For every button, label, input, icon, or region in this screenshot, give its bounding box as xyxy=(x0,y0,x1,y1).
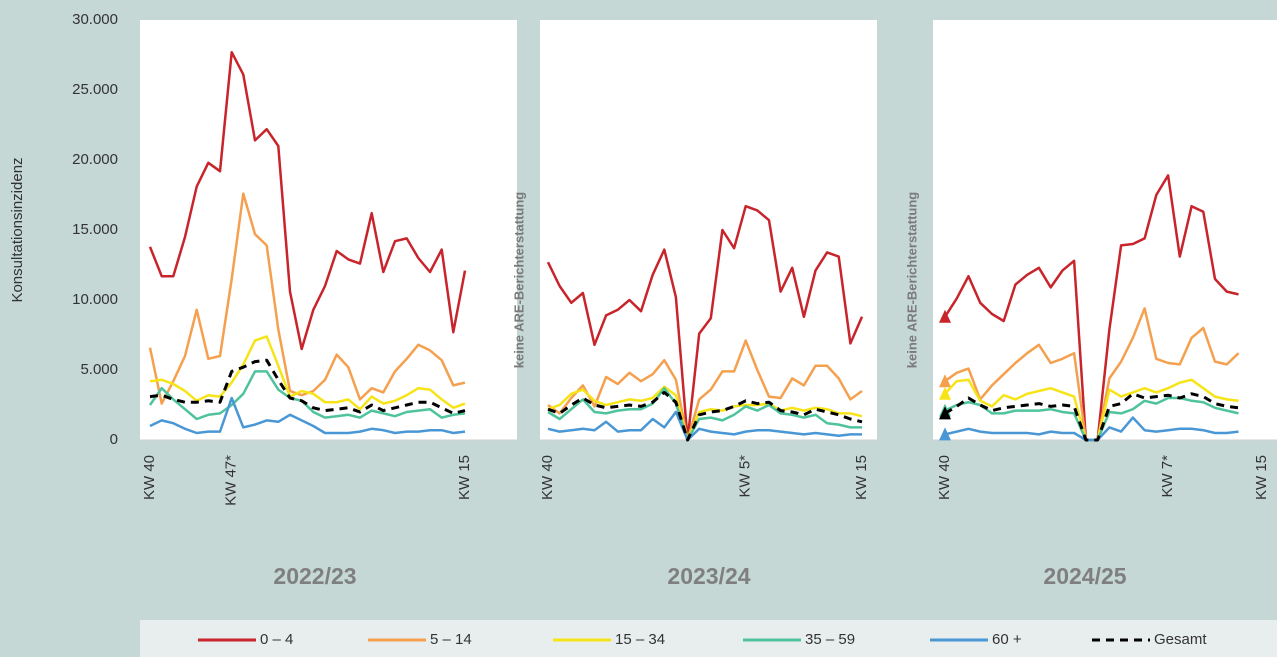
plot-area xyxy=(140,20,517,440)
line-series xyxy=(547,390,863,442)
x-tick-label: KW 15 xyxy=(853,455,870,500)
annotation: keine ARE-Berichterstattung xyxy=(904,192,919,369)
y-tick-label: 25.000 xyxy=(72,81,118,98)
annotation: keine ARE-Berichterstattung xyxy=(511,192,526,369)
x-tick-label: KW 15 xyxy=(1253,455,1270,500)
panel-title: 2022/23 xyxy=(273,563,356,589)
y-tick-label: 20.000 xyxy=(72,151,118,168)
start-marker xyxy=(939,309,951,323)
panel-title: 2024/25 xyxy=(1043,563,1126,589)
start-marker xyxy=(939,374,951,388)
legend-label: 15 – 34 xyxy=(615,631,665,648)
line-series xyxy=(944,416,1239,442)
line-series xyxy=(148,370,466,421)
line-series xyxy=(149,358,466,415)
legend-box xyxy=(140,620,1277,657)
line-series xyxy=(547,410,862,442)
y-tick-label: 0 xyxy=(110,431,118,448)
x-tick-label: KW 47* xyxy=(223,455,240,506)
line-series xyxy=(547,339,863,442)
legend-label: 60 + xyxy=(992,631,1022,648)
plot-area xyxy=(540,20,877,440)
start-marker xyxy=(939,427,951,441)
legend-label: 0 – 4 xyxy=(260,631,293,648)
x-tick-label: KW 15 xyxy=(456,455,473,500)
line-series xyxy=(944,392,1239,442)
x-tick-label: KW 40 xyxy=(539,455,556,500)
start-marker xyxy=(939,386,951,400)
y-tick-label: 10.000 xyxy=(72,291,118,308)
start-marker xyxy=(939,406,951,420)
x-tick-label: KW 7* xyxy=(1159,455,1176,498)
y-tick-label: 30.000 xyxy=(72,11,118,28)
legend-label: 35 – 59 xyxy=(805,631,855,648)
line-series xyxy=(546,204,864,442)
line-series xyxy=(149,396,466,435)
y-tick-label: 15.000 xyxy=(72,221,118,238)
x-tick-label: KW 5* xyxy=(737,455,754,498)
line-series xyxy=(148,50,467,351)
x-tick-label: KW 40 xyxy=(141,455,158,500)
legend-label: Gesamt xyxy=(1154,631,1207,648)
panel-title: 2023/24 xyxy=(667,563,750,589)
legend-label: 5 – 14 xyxy=(430,631,472,648)
y-axis-label: Konsultationsinzidenz xyxy=(9,157,26,302)
y-tick-label: 5.000 xyxy=(80,361,118,378)
line-series xyxy=(547,386,862,442)
x-tick-label: KW 40 xyxy=(936,455,953,500)
line-series xyxy=(547,385,863,442)
line-series xyxy=(149,335,466,411)
